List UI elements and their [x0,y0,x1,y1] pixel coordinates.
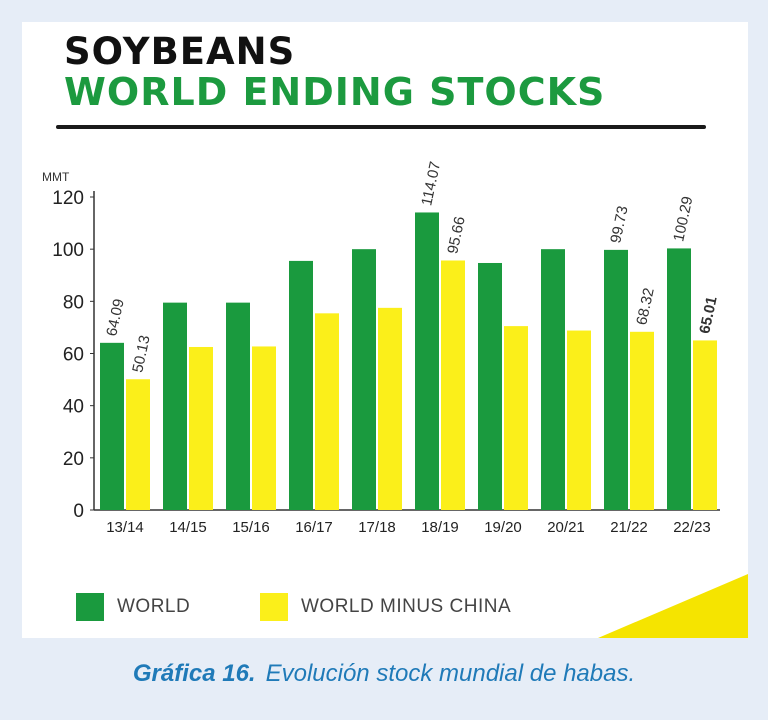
data-label: 114.07 [418,160,444,207]
x-tick-label: 14/15 [169,519,207,536]
y-tick-label: 60 [63,345,84,366]
data-label: 68.32 [633,286,657,326]
x-tick-label: 15/16 [232,519,270,536]
bar-world-minus-china [378,307,402,510]
bar-world [289,260,313,510]
bar-world-minus-china [504,326,528,510]
x-tick-label: 18/19 [421,519,459,536]
bar-world-minus-china [630,331,654,510]
bar-world [415,212,439,511]
bar-world-minus-china [567,330,591,510]
data-label: 50.13 [129,334,153,374]
bar-world [352,249,376,510]
bar-world-minus-china [252,346,276,510]
y-axis-label: MMT [42,170,70,184]
bar-world-minus-china [126,379,150,510]
caption-text: Evolución stock mundial de habas. [265,660,636,687]
legend-swatch-world [76,593,104,621]
y-tick-label: 0 [73,501,84,522]
bar-world [667,248,691,510]
legend-swatch-world-minus-china [260,593,288,621]
y-tick-label: 20 [63,449,84,470]
bar-world [226,302,250,510]
bar-world [100,342,124,510]
caption-label: Gráfica 16. [132,660,256,687]
data-label: 99.73 [607,204,631,244]
bar-world-minus-china [441,260,465,510]
y-tick-label: 120 [52,188,84,209]
title-divider [56,125,706,129]
x-tick-label: 13/14 [106,519,144,536]
chart-subtitle: WORLD ENDING STOCKS [64,70,606,114]
data-label: 65.01 [696,295,720,335]
data-label: 100.29 [670,195,696,243]
bar-world [163,302,187,510]
bar-world-minus-china [693,340,717,510]
y-tick-label: 100 [52,240,84,261]
x-tick-label: 20/21 [547,519,585,536]
bar-world [478,262,502,510]
figure-caption: Gráfica 16. Evolución stock mundial de ha… [0,660,768,688]
bar-world [604,249,628,510]
data-label: 95.66 [444,215,468,255]
bars [100,212,717,511]
corner-decoration [598,574,748,638]
chart-title: SOYBEANS [64,30,296,73]
x-tick-label: 19/20 [484,519,522,536]
x-tick-label: 16/17 [295,519,333,536]
bar-world-minus-china [189,346,213,510]
bar-chart: MMT 0 20 40 60 80 100 120 13/14 14/15 15/16 16/17 17… [42,160,721,536]
legend-label-world: WORLD [117,596,191,617]
x-tick-label: 17/18 [358,519,396,536]
bar-world [541,249,565,510]
x-tick-label: 21/22 [610,519,648,536]
bar-world-minus-china [315,313,339,510]
x-tick-label: 22/23 [673,519,711,536]
y-tick-label: 40 [63,397,84,418]
legend-label-world-minus-china: WORLD MINUS CHINA [301,596,512,617]
y-tick-label: 80 [63,292,84,313]
data-label: 64.09 [103,297,127,337]
